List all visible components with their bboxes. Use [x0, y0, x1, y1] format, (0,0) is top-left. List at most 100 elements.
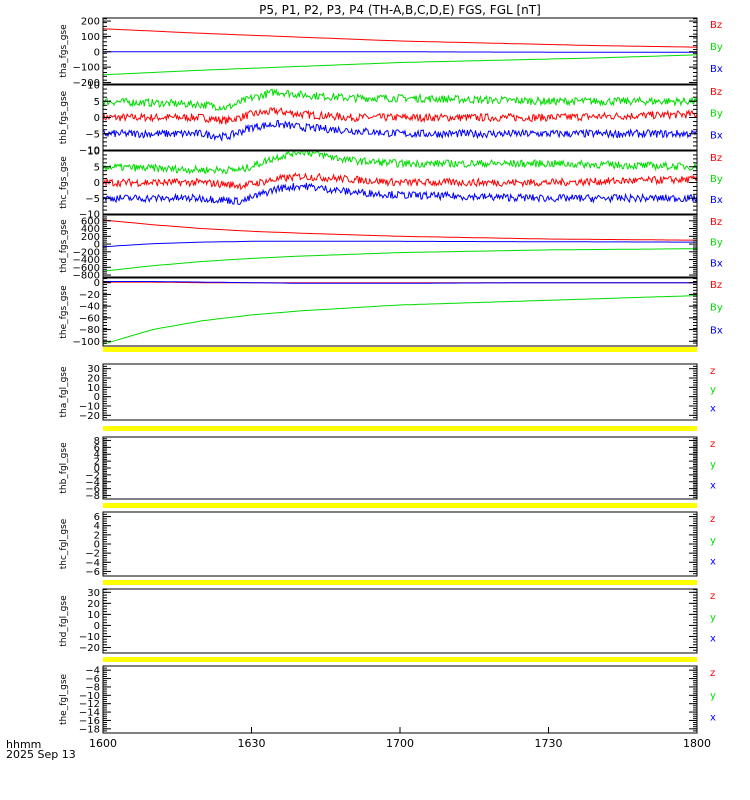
data-flag-bar [103, 580, 697, 585]
legend-z: z [710, 439, 715, 450]
legend-y: y [710, 612, 716, 623]
y-tick-label: −10 [79, 402, 100, 413]
x-tick-label: 1600 [89, 737, 117, 750]
series-thd_fgs_gse-Bz [102, 219, 698, 241]
panel-frame [102, 511, 698, 577]
y-tick-label: 0 [94, 47, 100, 58]
y-tick-label: −80 [79, 325, 100, 336]
y-tick-label: −16 [79, 716, 100, 727]
y-axis-label: the_fgs_gse [59, 285, 69, 339]
legend-Bz: Bz [710, 153, 722, 164]
y-tick-label: −4 [85, 666, 100, 677]
legend-x: x [710, 480, 716, 491]
panel-frame [102, 277, 698, 347]
panel-the_fgs_gse: 0−20−40−60−80−100 the_fgs_gse Bz By Bx [59, 277, 723, 348]
panel-frame [102, 363, 698, 421]
y-tick-label: 4 [94, 450, 100, 461]
y-axis-label: thc_fgl_gse [59, 518, 69, 569]
legend-By: By [710, 238, 723, 249]
y-axis-label: thb_fgs_gse [59, 90, 69, 144]
y-tick-label: −2 [85, 549, 100, 560]
y-tick-label: 0 [94, 392, 100, 403]
legend-Bx: Bx [710, 258, 723, 269]
legend-x: x [710, 557, 716, 568]
y-axis-label: tha_fgs_gse [59, 24, 69, 78]
y-tick-label: −200 [73, 78, 100, 89]
legend-By: By [710, 109, 723, 120]
y-axis-label: thb_fgl_gse [59, 442, 69, 494]
y-tick-label: 30 [87, 588, 100, 599]
panel-frame [102, 665, 698, 734]
y-tick-label: 20 [87, 374, 100, 385]
y-tick-label: −8 [85, 682, 100, 693]
panel-frame [102, 17, 698, 85]
legend-Bx: Bx [710, 130, 723, 141]
y-tick-label: −20 [79, 290, 100, 301]
legend-y: y [710, 690, 716, 701]
y-tick-label: −20 [79, 643, 100, 654]
y-tick-label: 6 [94, 512, 100, 523]
plot-date: 2025 Sep 13 [6, 748, 76, 761]
y-tick-label: −200 [73, 247, 100, 258]
y-tick-label: −40 [79, 302, 100, 313]
data-flag-bar [103, 426, 697, 431]
y-axis-label: thd_fgs_gse [59, 219, 69, 273]
y-tick-label: −10 [79, 691, 100, 702]
y-tick-label: −6 [85, 484, 100, 495]
y-tick-label: −6 [85, 567, 100, 578]
legend-By: By [710, 303, 723, 314]
y-tick-label: 10 [87, 81, 100, 92]
y-tick-label: −10 [79, 210, 100, 221]
y-tick-label: 0 [94, 113, 100, 124]
series-tha_fgs_gse-Bz [102, 28, 698, 48]
x-tick-label: 1700 [386, 737, 414, 750]
panel-thc_fgs_gse: 10 5 0 −5 −10 thc_fgs_gse Bz By Bx [59, 147, 723, 221]
y-tick-label: 0 [94, 278, 100, 289]
y-tick-label: 6 [94, 443, 100, 454]
series-thd_fgs_gse-By [102, 248, 698, 272]
x-tick-label: 1730 [535, 737, 563, 750]
data-flag-bar [103, 503, 697, 508]
series-tha_fgs_gse-By [102, 54, 698, 76]
legend-Bz: Bz [710, 217, 722, 228]
y-tick-label: 100 [81, 32, 100, 43]
y-tick-label: −10 [79, 146, 100, 157]
legend-Bz: Bz [710, 280, 722, 291]
legend-By: By [710, 42, 723, 53]
y-tick-label: 4 [94, 521, 100, 532]
legend-Bx: Bx [710, 325, 723, 336]
y-tick-label: −5 [85, 129, 100, 140]
y-tick-label: 0 [94, 621, 100, 632]
y-tick-label: −60 [79, 313, 100, 324]
y-tick-label: 10 [87, 383, 100, 394]
y-tick-label: 600 [81, 216, 100, 227]
y-axis-label: tha_fgl_gse [59, 366, 69, 418]
y-tick-label: −100 [73, 337, 100, 348]
y-tick-label: 8 [94, 436, 100, 447]
y-tick-label: 400 [81, 224, 100, 235]
legend-y: y [710, 385, 716, 396]
y-axis-label: thd_fgl_gse [59, 595, 69, 647]
y-tick-label: 20 [87, 599, 100, 610]
y-tick-label: 0 [94, 240, 100, 251]
y-tick-label: 10 [87, 610, 100, 621]
data-flag-bar [103, 657, 697, 662]
x-tick-label: 1800 [683, 737, 711, 750]
series-thd_fgs_gse-Bx [102, 240, 697, 248]
y-tick-label: −100 [73, 63, 100, 74]
time-axis: 1600 1630 1700 1730 1800 [89, 727, 711, 750]
series-thb_fgs_gse-Bz [102, 107, 698, 125]
legend-y: y [710, 535, 716, 546]
panel-frame [102, 588, 698, 654]
legend-Bz: Bz [710, 20, 722, 31]
panel-thb_fgs_gse: 10 5 0 −5 −10 thb_fgs_gse Bz By Bx [59, 81, 723, 157]
series-thc_fgs_gse-Bz [102, 171, 698, 191]
legend-Bx: Bx [710, 195, 723, 206]
legend-x: x [710, 634, 716, 645]
legend-z: z [710, 366, 715, 377]
